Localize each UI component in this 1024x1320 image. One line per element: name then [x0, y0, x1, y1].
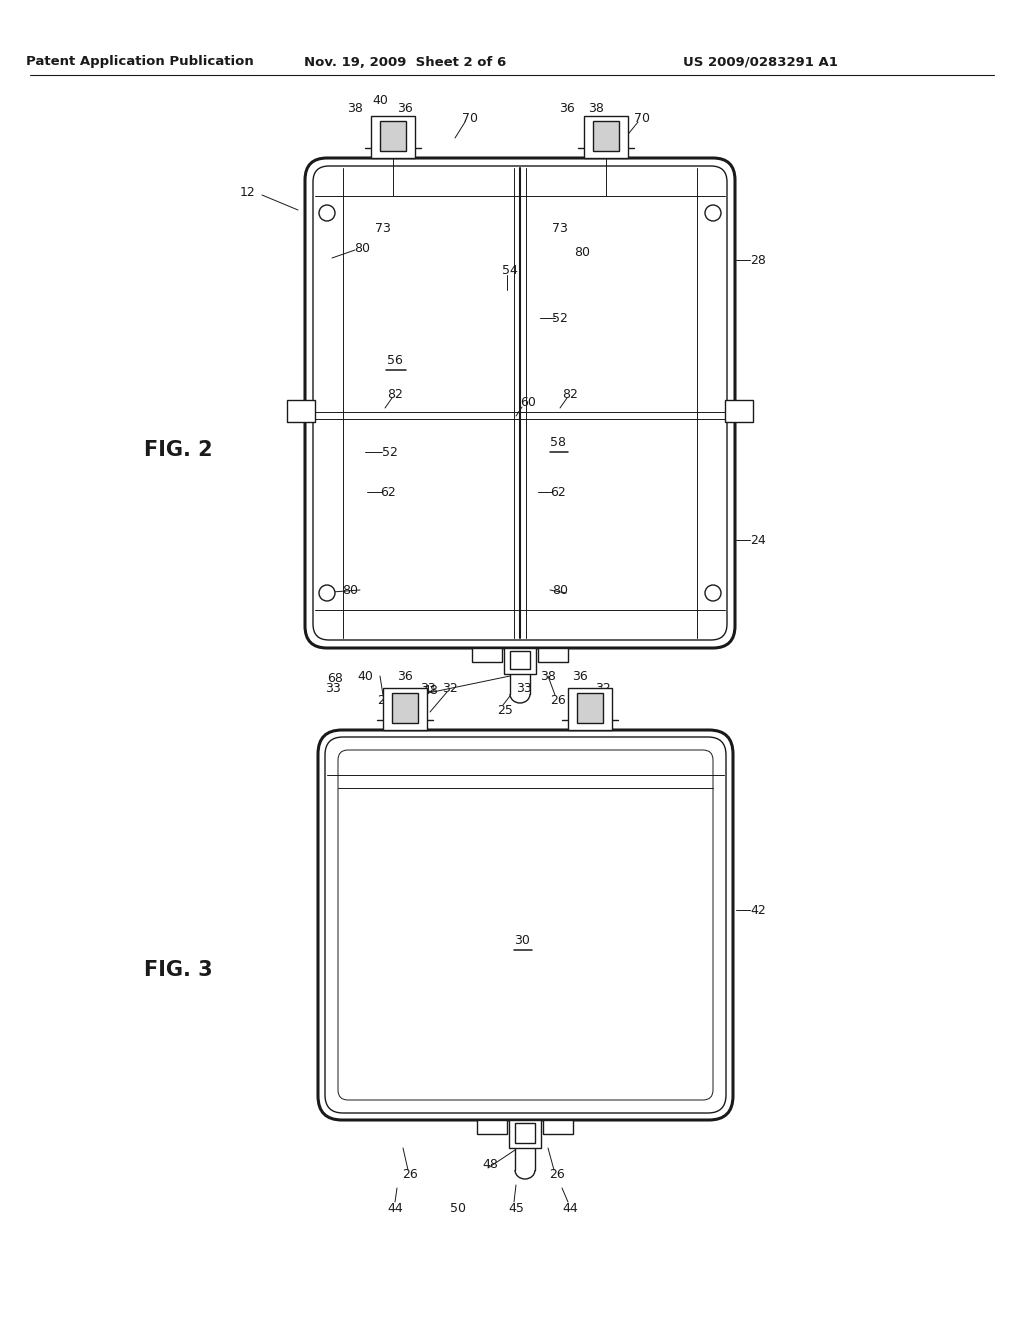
Bar — [510, 651, 530, 669]
Text: 36: 36 — [397, 669, 413, 682]
Bar — [383, 688, 427, 730]
Text: 54: 54 — [502, 264, 518, 276]
Circle shape — [705, 205, 721, 220]
Text: 26: 26 — [549, 1168, 565, 1181]
Text: 36: 36 — [559, 102, 574, 115]
Text: 80: 80 — [552, 583, 568, 597]
Text: 24: 24 — [750, 533, 766, 546]
Text: 12: 12 — [240, 186, 256, 198]
Circle shape — [319, 585, 335, 601]
Text: 52: 52 — [552, 312, 568, 325]
Text: 42: 42 — [750, 903, 766, 916]
Text: 48: 48 — [482, 1159, 498, 1172]
Bar — [584, 116, 628, 158]
Text: 36: 36 — [572, 669, 588, 682]
Text: 28: 28 — [750, 253, 766, 267]
Text: 58: 58 — [550, 436, 566, 449]
Text: 60: 60 — [520, 396, 536, 408]
Text: 52: 52 — [382, 446, 398, 458]
Text: Patent Application Publication: Patent Application Publication — [27, 55, 254, 69]
Text: 33: 33 — [326, 681, 341, 694]
Text: 62: 62 — [380, 486, 396, 499]
Text: 26: 26 — [377, 693, 393, 706]
Text: 82: 82 — [562, 388, 578, 400]
Bar — [538, 648, 568, 663]
Text: 68: 68 — [327, 672, 343, 685]
Text: 73: 73 — [375, 222, 391, 235]
Text: 45: 45 — [508, 1201, 524, 1214]
Text: 30: 30 — [514, 933, 530, 946]
Text: 40: 40 — [357, 669, 373, 682]
Text: 56: 56 — [387, 354, 402, 367]
Circle shape — [705, 585, 721, 601]
Text: 62: 62 — [550, 486, 566, 499]
Text: 80: 80 — [342, 583, 358, 597]
Text: 38: 38 — [588, 102, 604, 115]
Text: 82: 82 — [387, 388, 402, 400]
Bar — [577, 693, 603, 723]
Bar — [504, 648, 536, 675]
Text: 70: 70 — [634, 111, 650, 124]
Circle shape — [319, 205, 335, 220]
Text: 36: 36 — [397, 102, 413, 115]
FancyBboxPatch shape — [318, 730, 733, 1119]
Text: 80: 80 — [574, 246, 590, 259]
Text: 40: 40 — [372, 94, 388, 107]
Text: Nov. 19, 2009  Sheet 2 of 6: Nov. 19, 2009 Sheet 2 of 6 — [304, 55, 506, 69]
Text: 33: 33 — [420, 681, 436, 694]
Text: 80: 80 — [354, 242, 370, 255]
Bar — [472, 648, 502, 663]
Bar — [392, 693, 418, 723]
Bar — [593, 121, 618, 150]
Bar — [477, 1119, 507, 1134]
Bar — [287, 400, 315, 422]
Text: 73: 73 — [552, 222, 568, 235]
Bar — [509, 1119, 541, 1148]
FancyBboxPatch shape — [305, 158, 735, 648]
Bar — [515, 1123, 535, 1143]
Text: US 2009/0283291 A1: US 2009/0283291 A1 — [683, 55, 838, 69]
Bar — [380, 121, 406, 150]
Bar — [371, 116, 415, 158]
Text: 26: 26 — [402, 1168, 418, 1181]
Text: 38: 38 — [540, 669, 556, 682]
Text: 25: 25 — [497, 704, 513, 717]
Text: 33: 33 — [516, 681, 531, 694]
Text: FIG. 3: FIG. 3 — [143, 960, 212, 979]
Text: 48: 48 — [422, 684, 438, 697]
Text: FIG. 2: FIG. 2 — [143, 440, 212, 459]
Text: 32: 32 — [595, 681, 611, 694]
Bar — [543, 1119, 573, 1134]
Bar — [568, 688, 612, 730]
Text: 44: 44 — [387, 1201, 402, 1214]
Text: 26: 26 — [550, 693, 566, 706]
Text: 38: 38 — [347, 102, 362, 115]
Text: 50: 50 — [450, 1201, 466, 1214]
Bar — [725, 400, 753, 422]
Text: 70: 70 — [462, 111, 478, 124]
Text: 32: 32 — [442, 681, 458, 694]
Text: 44: 44 — [562, 1201, 578, 1214]
